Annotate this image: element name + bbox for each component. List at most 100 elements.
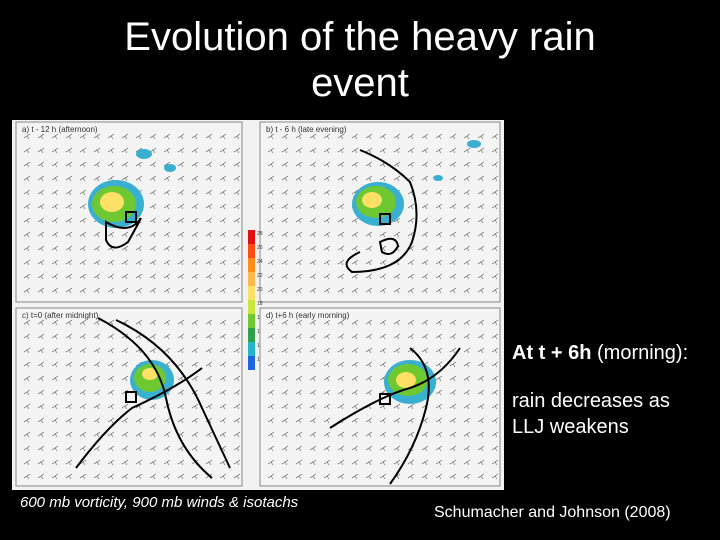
wind-barb xyxy=(219,231,227,238)
wind-barb xyxy=(365,347,373,354)
wind-barb xyxy=(177,417,185,424)
wind-barb xyxy=(281,403,289,410)
wind-barb xyxy=(309,133,317,140)
wind-barb xyxy=(191,473,199,480)
wind-barb xyxy=(337,333,345,340)
wind-barb xyxy=(205,203,213,210)
wind-barb xyxy=(491,459,499,466)
wind-barb xyxy=(65,333,73,340)
wind-barb xyxy=(177,189,185,196)
wind-barb xyxy=(491,133,499,140)
wind-barb xyxy=(477,431,485,438)
wind-barb xyxy=(51,361,59,368)
wind-barb xyxy=(79,161,87,168)
wind-barb xyxy=(163,175,171,182)
wind-barb xyxy=(23,189,31,196)
wind-barb xyxy=(337,473,345,480)
wind-barb xyxy=(205,287,213,294)
wind-barb xyxy=(65,375,73,382)
wind-barb xyxy=(421,217,429,224)
colorbar-tick-label: 24 xyxy=(257,259,263,265)
wind-barb xyxy=(463,245,471,252)
wind-barb xyxy=(79,133,87,140)
wind-barb xyxy=(393,273,401,280)
wind-barb xyxy=(121,417,129,424)
wind-barb xyxy=(37,133,45,140)
wind-barb xyxy=(93,473,101,480)
wind-barb xyxy=(379,417,387,424)
wind-barb xyxy=(323,445,331,452)
wind-barb xyxy=(219,161,227,168)
wind-barb xyxy=(351,175,359,182)
wind-barb xyxy=(379,147,387,154)
wind-barb xyxy=(309,473,317,480)
colorbar-segment xyxy=(248,258,255,272)
wind-barb xyxy=(37,389,45,396)
wind-barb xyxy=(79,361,87,368)
wind-barb xyxy=(407,459,415,466)
wind-barb xyxy=(93,147,101,154)
wind-barb xyxy=(191,175,199,182)
wind-barb xyxy=(107,147,115,154)
wind-barb xyxy=(267,473,275,480)
wind-barb xyxy=(163,217,171,224)
wind-barb xyxy=(337,231,345,238)
wind-barb xyxy=(51,347,59,354)
wind-barb xyxy=(477,375,485,382)
wind-barb xyxy=(393,217,401,224)
wind-barb xyxy=(463,473,471,480)
wind-barb xyxy=(163,133,171,140)
wind-barb xyxy=(219,245,227,252)
wind-barb xyxy=(267,375,275,382)
wind-barb xyxy=(435,133,443,140)
wind-barb xyxy=(281,417,289,424)
wind-barb xyxy=(463,347,471,354)
wind-barb xyxy=(295,189,303,196)
panel-b-wind-barbs xyxy=(267,133,499,294)
wind-barb xyxy=(449,347,457,354)
wind-barb xyxy=(449,273,457,280)
wind-barb xyxy=(121,287,129,294)
panel-b-label: b) t - 6 h (late evening) xyxy=(266,125,347,134)
wind-barb xyxy=(233,431,241,438)
wind-barb xyxy=(135,445,143,452)
wind-barb xyxy=(309,259,317,266)
wind-barb xyxy=(107,403,115,410)
wind-barb xyxy=(421,333,429,340)
wind-barb xyxy=(93,375,101,382)
wind-barb xyxy=(309,417,317,424)
wind-barb xyxy=(309,287,317,294)
wind-barb xyxy=(121,259,129,266)
wind-barb xyxy=(477,147,485,154)
wind-barb xyxy=(477,459,485,466)
wind-barb xyxy=(393,319,401,326)
wind-barb xyxy=(121,273,129,280)
wind-barb xyxy=(491,375,499,382)
wind-barb xyxy=(191,319,199,326)
wind-barb xyxy=(135,273,143,280)
wind-barb xyxy=(295,333,303,340)
wind-barb xyxy=(149,417,157,424)
wind-barb xyxy=(65,417,73,424)
wind-barb xyxy=(79,245,87,252)
wind-barb xyxy=(323,375,331,382)
wind-barb xyxy=(37,431,45,438)
wind-barb xyxy=(449,333,457,340)
wind-barb xyxy=(323,389,331,396)
wind-barb xyxy=(281,189,289,196)
wind-barb xyxy=(163,273,171,280)
wind-barb xyxy=(351,473,359,480)
colorbar-segment xyxy=(248,244,255,258)
wind-barb xyxy=(281,147,289,154)
wind-barb xyxy=(379,287,387,294)
wind-barb xyxy=(65,347,73,354)
wind-barb xyxy=(149,431,157,438)
colorbar-segment xyxy=(248,356,255,370)
wind-barb xyxy=(365,431,373,438)
wind-barb xyxy=(37,287,45,294)
wind-barb xyxy=(491,175,499,182)
wind-barb xyxy=(107,161,115,168)
wind-barb xyxy=(379,445,387,452)
wind-barb xyxy=(309,375,317,382)
wind-barb xyxy=(491,217,499,224)
